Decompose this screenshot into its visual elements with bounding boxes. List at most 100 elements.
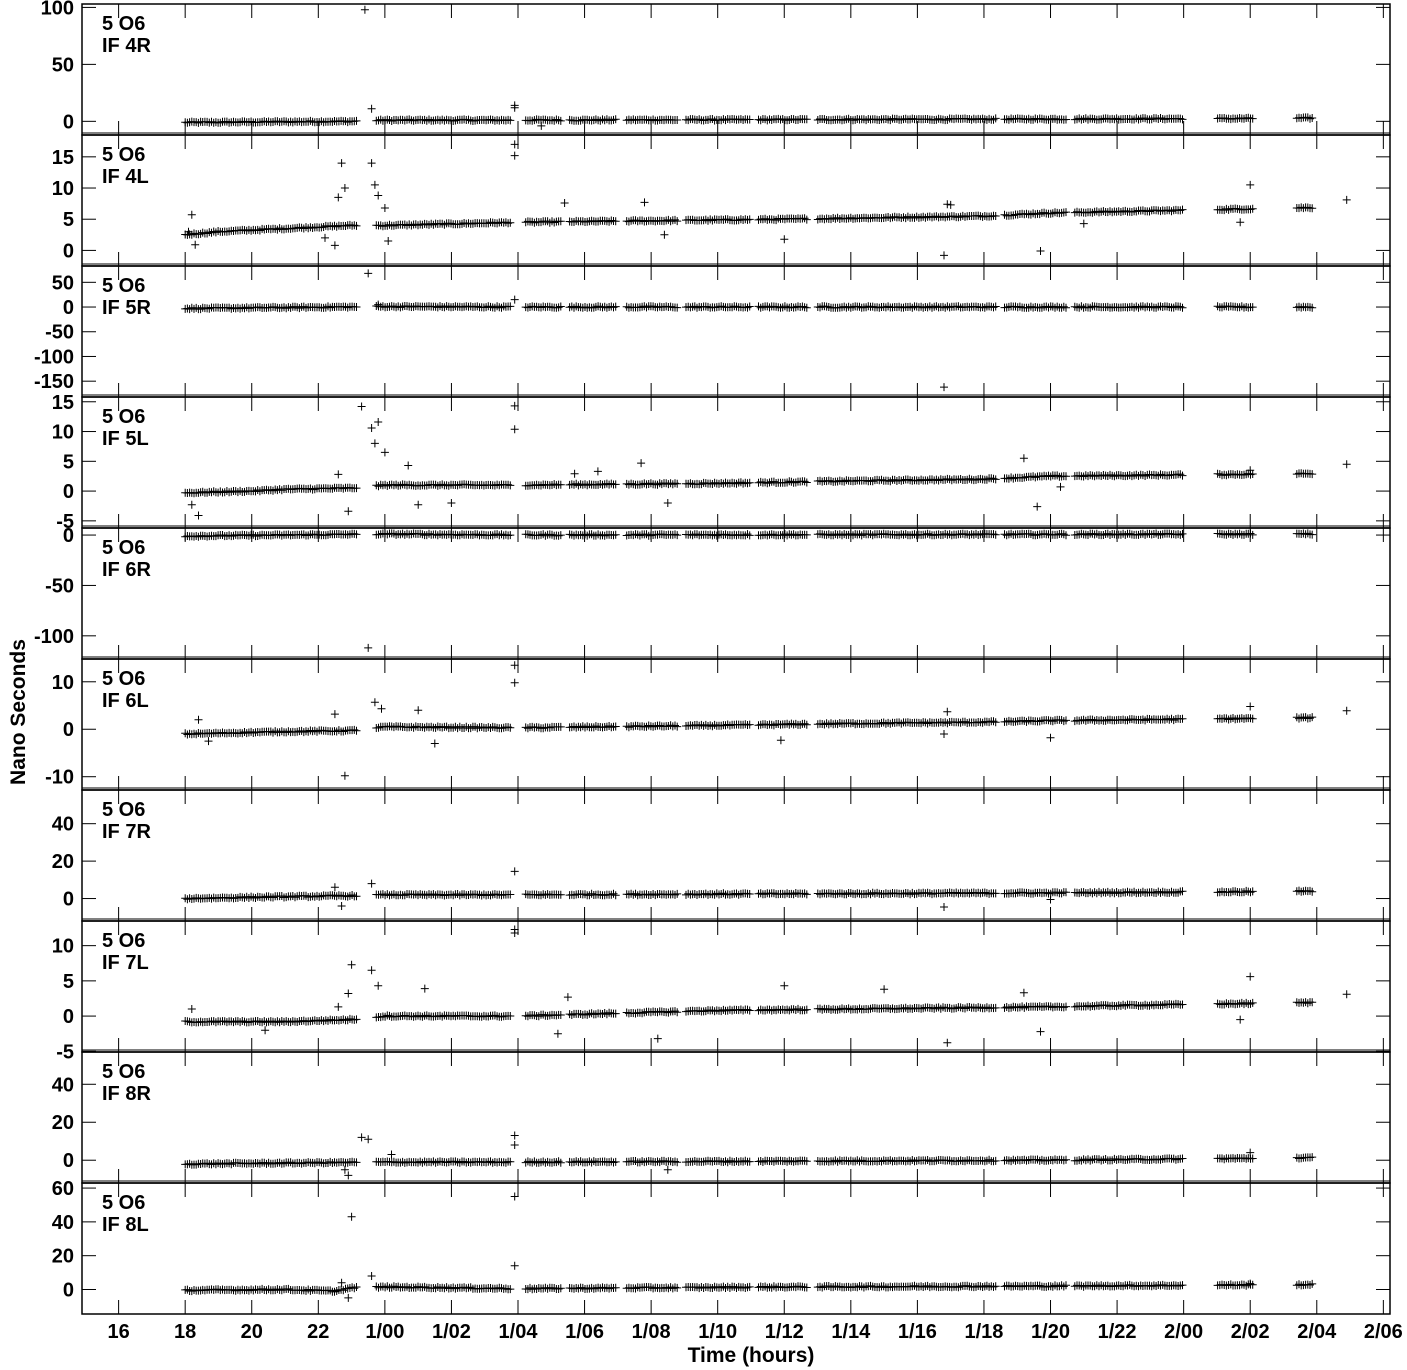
data-point bbox=[917, 475, 926, 484]
data-point bbox=[537, 481, 545, 490]
data-point bbox=[1220, 114, 1229, 122]
data-point bbox=[385, 1011, 394, 1020]
data-point bbox=[330, 883, 339, 892]
data-point bbox=[490, 1011, 499, 1020]
data-point bbox=[556, 116, 565, 125]
y-tick-label: 100 bbox=[41, 0, 74, 19]
data-point bbox=[756, 303, 765, 312]
data-point bbox=[673, 1008, 682, 1017]
data-point bbox=[1169, 716, 1178, 725]
data-point bbox=[495, 481, 504, 490]
data-point bbox=[504, 480, 513, 489]
data-point bbox=[980, 303, 989, 312]
data-point bbox=[1046, 895, 1055, 904]
data-point bbox=[743, 530, 752, 539]
panel-label-if: IF 7R bbox=[102, 821, 151, 843]
y-tick-label: 0 bbox=[63, 240, 74, 262]
data-point bbox=[1248, 887, 1257, 896]
data-point bbox=[723, 215, 732, 224]
data-point bbox=[780, 215, 789, 224]
data-point bbox=[556, 1158, 565, 1167]
data-point bbox=[1174, 888, 1183, 897]
data-point bbox=[745, 115, 754, 124]
data-point bbox=[1176, 470, 1185, 479]
data-point bbox=[504, 723, 513, 732]
data-point bbox=[332, 1287, 341, 1295]
data-point bbox=[340, 184, 349, 192]
data-point bbox=[506, 302, 515, 311]
data-point bbox=[185, 1159, 194, 1168]
data-point bbox=[352, 221, 361, 230]
data-point bbox=[438, 723, 447, 732]
data-point bbox=[1158, 1001, 1167, 1010]
data-point bbox=[1112, 114, 1121, 123]
data-point bbox=[194, 511, 203, 520]
data-point bbox=[721, 116, 730, 125]
data-point bbox=[264, 1158, 273, 1167]
data-point bbox=[506, 531, 515, 540]
data-point bbox=[671, 1007, 679, 1016]
data-point bbox=[200, 1286, 209, 1295]
data-point bbox=[1178, 205, 1187, 214]
y-tick-label: 10 bbox=[52, 936, 74, 958]
data-point bbox=[244, 304, 253, 313]
data-point bbox=[299, 1286, 308, 1295]
data-point bbox=[1246, 702, 1255, 711]
data-point bbox=[1130, 887, 1139, 896]
data-point bbox=[550, 218, 559, 227]
data-point bbox=[989, 474, 998, 483]
data-point bbox=[447, 219, 455, 228]
y-tick-label: 15 bbox=[52, 147, 74, 169]
data-point bbox=[587, 889, 596, 898]
data-point bbox=[708, 216, 717, 225]
y-tick-label: 40 bbox=[52, 1212, 74, 1234]
data-point bbox=[607, 479, 616, 488]
panel-label-source: 5 O6 bbox=[102, 537, 145, 559]
data-point bbox=[772, 216, 781, 225]
data-point bbox=[710, 1282, 719, 1291]
data-point bbox=[203, 229, 212, 238]
data-point bbox=[350, 1284, 359, 1293]
data-point bbox=[717, 302, 726, 311]
data-point bbox=[1156, 470, 1165, 479]
data-point bbox=[367, 879, 376, 888]
data-point bbox=[607, 723, 616, 732]
data-point bbox=[611, 1009, 620, 1018]
data-point bbox=[440, 220, 449, 229]
data-point bbox=[255, 487, 264, 496]
data-point bbox=[380, 448, 389, 457]
data-point bbox=[414, 221, 422, 230]
data-point bbox=[1081, 716, 1090, 725]
data-point bbox=[947, 476, 956, 485]
y-tick-label: 10 bbox=[52, 178, 74, 200]
data-point bbox=[1248, 114, 1257, 123]
data-point bbox=[244, 1018, 253, 1027]
data-point bbox=[319, 223, 328, 231]
data-point bbox=[1178, 115, 1187, 124]
data-point bbox=[923, 115, 932, 123]
data-point bbox=[387, 1150, 396, 1159]
data-point bbox=[824, 303, 833, 311]
data-point bbox=[849, 719, 857, 727]
data-point bbox=[1037, 1155, 1046, 1164]
data-point bbox=[352, 116, 361, 125]
data-point bbox=[282, 893, 291, 902]
data-point bbox=[238, 1017, 247, 1025]
data-point bbox=[934, 114, 943, 123]
data-point bbox=[374, 418, 383, 426]
data-point bbox=[374, 191, 383, 200]
panel-label-source: 5 O6 bbox=[102, 668, 145, 690]
series-markers bbox=[181, 867, 1317, 911]
data-point bbox=[704, 115, 712, 124]
data-point bbox=[649, 722, 658, 731]
data-point bbox=[1156, 114, 1165, 122]
data-point bbox=[1101, 1155, 1110, 1163]
data-point bbox=[745, 478, 754, 487]
data-point bbox=[510, 295, 519, 304]
data-point bbox=[1062, 531, 1070, 540]
data-point bbox=[526, 1283, 534, 1292]
data-point bbox=[352, 1015, 361, 1024]
data-point bbox=[954, 1283, 963, 1292]
